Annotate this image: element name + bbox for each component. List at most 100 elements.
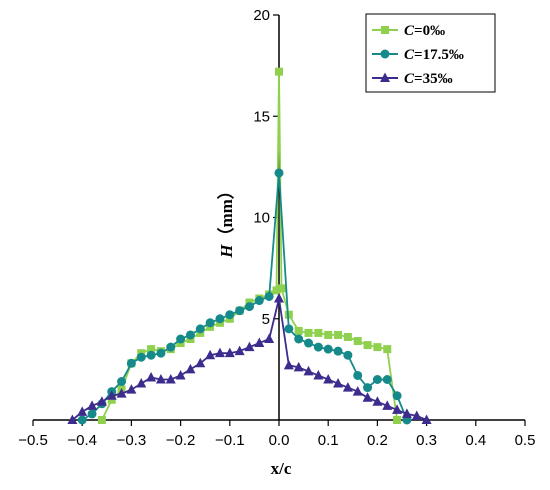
series-3-point — [362, 392, 373, 402]
x-tick-label: 0.3 — [416, 432, 437, 449]
series-3-point — [165, 374, 176, 384]
series-1-point — [294, 326, 303, 335]
series-2-point — [176, 334, 186, 344]
series-3-point — [195, 357, 206, 368]
legend-label-var: C — [404, 71, 415, 87]
series-3-point — [264, 333, 275, 343]
series-1-point — [147, 345, 156, 354]
series-3-point — [313, 369, 324, 380]
series-3-point — [401, 408, 412, 418]
series-3-point — [303, 365, 314, 376]
x-tick-label: 0.5 — [515, 432, 536, 449]
legend-marker-3 — [380, 72, 390, 82]
series-1-point — [334, 330, 343, 339]
axes: −0.5 −0.4 −0.3 −0.2 −0.1 0.0 0.1 0.2 0.3 0.4 0.5 5 1… — [18, 7, 535, 449]
series-2-point — [244, 302, 254, 312]
series-3-point — [87, 400, 98, 410]
series-2-point — [156, 348, 166, 358]
series-3-point — [244, 341, 255, 352]
series-1-point — [373, 343, 382, 352]
series-3-point — [136, 378, 147, 388]
series-3-point — [323, 374, 334, 384]
series-2-point — [333, 346, 343, 356]
legend-label-rest: =0‰ — [414, 23, 445, 39]
series-2-point — [215, 314, 225, 324]
series-2-point — [77, 415, 87, 425]
series-2-point — [146, 350, 156, 360]
legend-label-var: C — [404, 23, 415, 39]
series-1-line — [101, 71, 398, 421]
series-2-point — [136, 352, 146, 362]
series-2-point — [235, 306, 245, 316]
legend: C=0‰C=17.5‰C=35‰ — [365, 13, 496, 93]
series-3-point — [333, 378, 344, 388]
x-tick-label: 0.1 — [318, 432, 339, 449]
series-1-point — [97, 416, 106, 424]
series-3-point — [155, 374, 166, 384]
series-1-point — [343, 332, 352, 341]
series-2-point — [195, 324, 205, 334]
series-2-point — [117, 377, 127, 387]
series-3-point — [185, 363, 196, 374]
x-tick-label: 0.0 — [269, 432, 290, 449]
legend-label-3: C=35‰ — [404, 71, 453, 87]
x-axis-title: x/c — [271, 459, 292, 478]
series-2-point — [284, 324, 294, 334]
series-3-point — [77, 406, 88, 416]
series-2-point — [392, 391, 402, 401]
series-1-point — [324, 330, 333, 339]
y-axis-title: H（mm） — [216, 182, 236, 259]
series-3-point — [96, 396, 107, 406]
series-1-point — [353, 337, 362, 346]
series-2-point — [205, 318, 215, 328]
series-3-point — [342, 382, 353, 392]
series-2-point — [294, 334, 304, 344]
series-3-point — [175, 369, 186, 380]
series-3-point — [234, 345, 245, 356]
series-2-point — [304, 338, 314, 348]
series-3-point — [293, 361, 304, 372]
x-tick-label: −0.5 — [18, 432, 48, 449]
series-2-point — [126, 358, 136, 368]
series-2-point — [274, 168, 284, 178]
series-3-point — [372, 396, 383, 406]
series-3-point — [274, 293, 284, 303]
legend-label-rest: =17.5‰ — [414, 47, 464, 63]
series-3-point — [214, 347, 225, 358]
series-1-point — [393, 416, 402, 424]
series-2-point — [363, 383, 373, 393]
series-1-point — [314, 328, 323, 337]
legend-label-var: C — [404, 47, 415, 63]
series-3-point — [382, 400, 393, 410]
series-3-point — [411, 410, 422, 420]
series-1-point — [284, 310, 293, 319]
series-3-point — [283, 359, 294, 370]
x-tick-label: −0.3 — [117, 432, 147, 449]
series-2-point — [185, 330, 195, 340]
y-axis-title-unit: （mm） — [216, 182, 236, 244]
series-3-point — [146, 371, 157, 382]
series-2-point — [166, 342, 176, 352]
svg-text:H（mm）: H（mm） — [216, 182, 236, 259]
series-2-point — [382, 375, 392, 384]
series-2-point — [313, 342, 323, 352]
series-2-point — [87, 409, 97, 419]
series-3 — [67, 293, 432, 424]
series-2-point — [323, 344, 333, 354]
y-tick-label: 20 — [253, 7, 270, 24]
series-3-point — [254, 337, 265, 348]
x-tick-label: 0.2 — [367, 432, 388, 449]
y-tick-label: 10 — [253, 210, 270, 227]
series-3-point — [116, 388, 127, 398]
series-1-point — [272, 286, 281, 295]
legend-marker-2 — [380, 49, 390, 59]
x-tick-label: −0.1 — [215, 432, 245, 449]
series-2-point — [254, 296, 264, 306]
legend-label-1: C=0‰ — [404, 23, 445, 39]
series-3-point — [67, 414, 78, 424]
series-1-point — [277, 284, 286, 293]
legend-label-rest: =35‰ — [414, 71, 453, 87]
series-2-point — [372, 375, 382, 384]
y-tick-label: 15 — [253, 108, 270, 125]
series-2-line — [81, 172, 408, 421]
